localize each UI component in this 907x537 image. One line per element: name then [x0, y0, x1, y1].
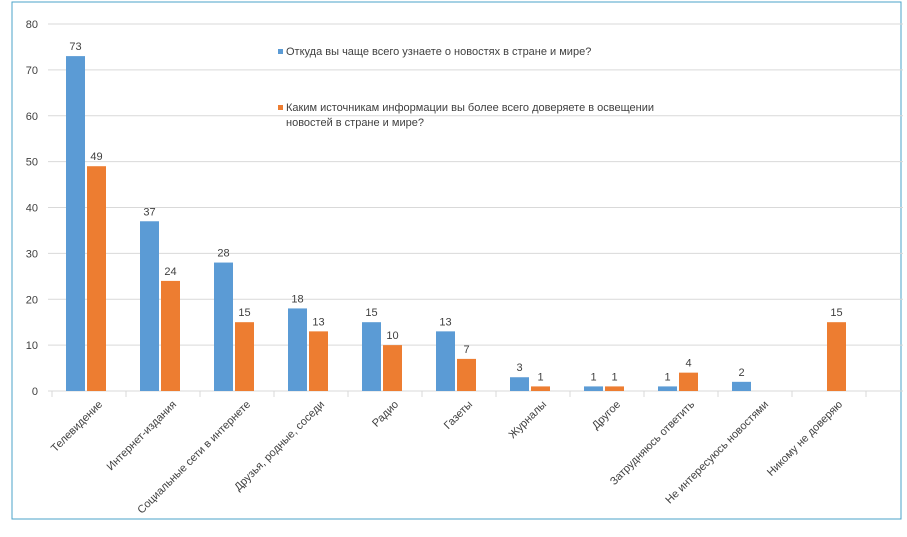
data-label: 15 [238, 307, 250, 319]
y-tick-label: 30 [26, 248, 38, 260]
bar-series-2 [457, 358, 476, 391]
data-label: 1 [664, 371, 670, 383]
data-label: 3 [516, 362, 522, 374]
data-label: 37 [143, 206, 155, 218]
x-tick-label: Другое [590, 399, 623, 432]
y-tick-label: 80 [26, 19, 38, 31]
bar-series-1 [732, 381, 751, 391]
y-tick-label: 20 [26, 294, 38, 306]
data-label: 10 [386, 330, 398, 342]
x-tick-label: Затрудняюсь ответить [608, 398, 697, 487]
data-label: 73 [69, 41, 81, 53]
data-label: 2 [738, 367, 744, 379]
bar-series-1 [658, 386, 677, 391]
data-label: 1 [537, 371, 543, 383]
bar-series-1 [288, 308, 307, 391]
bar-series-1 [510, 377, 529, 391]
legend-swatch [278, 105, 283, 110]
bar-series-2 [679, 372, 698, 391]
y-tick-label: 60 [26, 111, 38, 123]
legend-swatch [278, 49, 283, 54]
bar-series-1 [140, 221, 159, 391]
x-tick-label: Радио [370, 399, 401, 430]
bar-series-2 [161, 280, 180, 391]
bar-series-1 [214, 262, 233, 391]
bar-series-2 [531, 386, 550, 391]
data-label: 49 [90, 151, 102, 163]
bar-series-2 [383, 345, 402, 391]
data-label: 4 [685, 358, 691, 370]
y-tick-label: 40 [26, 203, 38, 215]
data-label: 7 [463, 344, 469, 356]
bar-series-2 [827, 322, 846, 391]
bar-series-1 [584, 386, 603, 391]
bar-series-2 [87, 166, 106, 391]
bar-series-2 [235, 322, 254, 391]
x-tick-label: Журналы [507, 399, 550, 442]
data-label: 13 [439, 316, 451, 328]
data-label: 18 [291, 293, 303, 305]
data-label: 15 [830, 307, 842, 319]
bar-series-1 [436, 331, 455, 391]
y-tick-label: 70 [26, 65, 38, 77]
y-tick-label: 10 [26, 340, 38, 352]
x-tick-label: Газеты [442, 399, 475, 432]
legend-entry: Каким источникам информации вы более все… [286, 102, 654, 114]
legend-entry: новостей в стране и мире? [286, 117, 424, 129]
bar-series-1 [66, 56, 85, 392]
x-tick-label: Интернет-издания [105, 399, 180, 474]
data-label: 13 [312, 316, 324, 328]
y-tick-label: 50 [26, 157, 38, 169]
bar-series-1 [362, 322, 381, 391]
legend-entry: Откуда вы чаще всего узнаете о новостях … [286, 46, 591, 58]
y-tick-label: 0 [32, 386, 38, 398]
x-tick-label: Никому не доверяю [765, 399, 845, 479]
data-label: 28 [217, 248, 229, 260]
data-label: 1 [611, 371, 617, 383]
x-tick-label: Телевидение [49, 399, 105, 455]
bar-series-2 [309, 331, 328, 391]
data-label: 1 [590, 371, 596, 383]
data-label: 24 [164, 266, 176, 278]
data-label: 15 [365, 307, 377, 319]
chart-frame [11, 1, 902, 520]
bar-series-2 [605, 386, 624, 391]
